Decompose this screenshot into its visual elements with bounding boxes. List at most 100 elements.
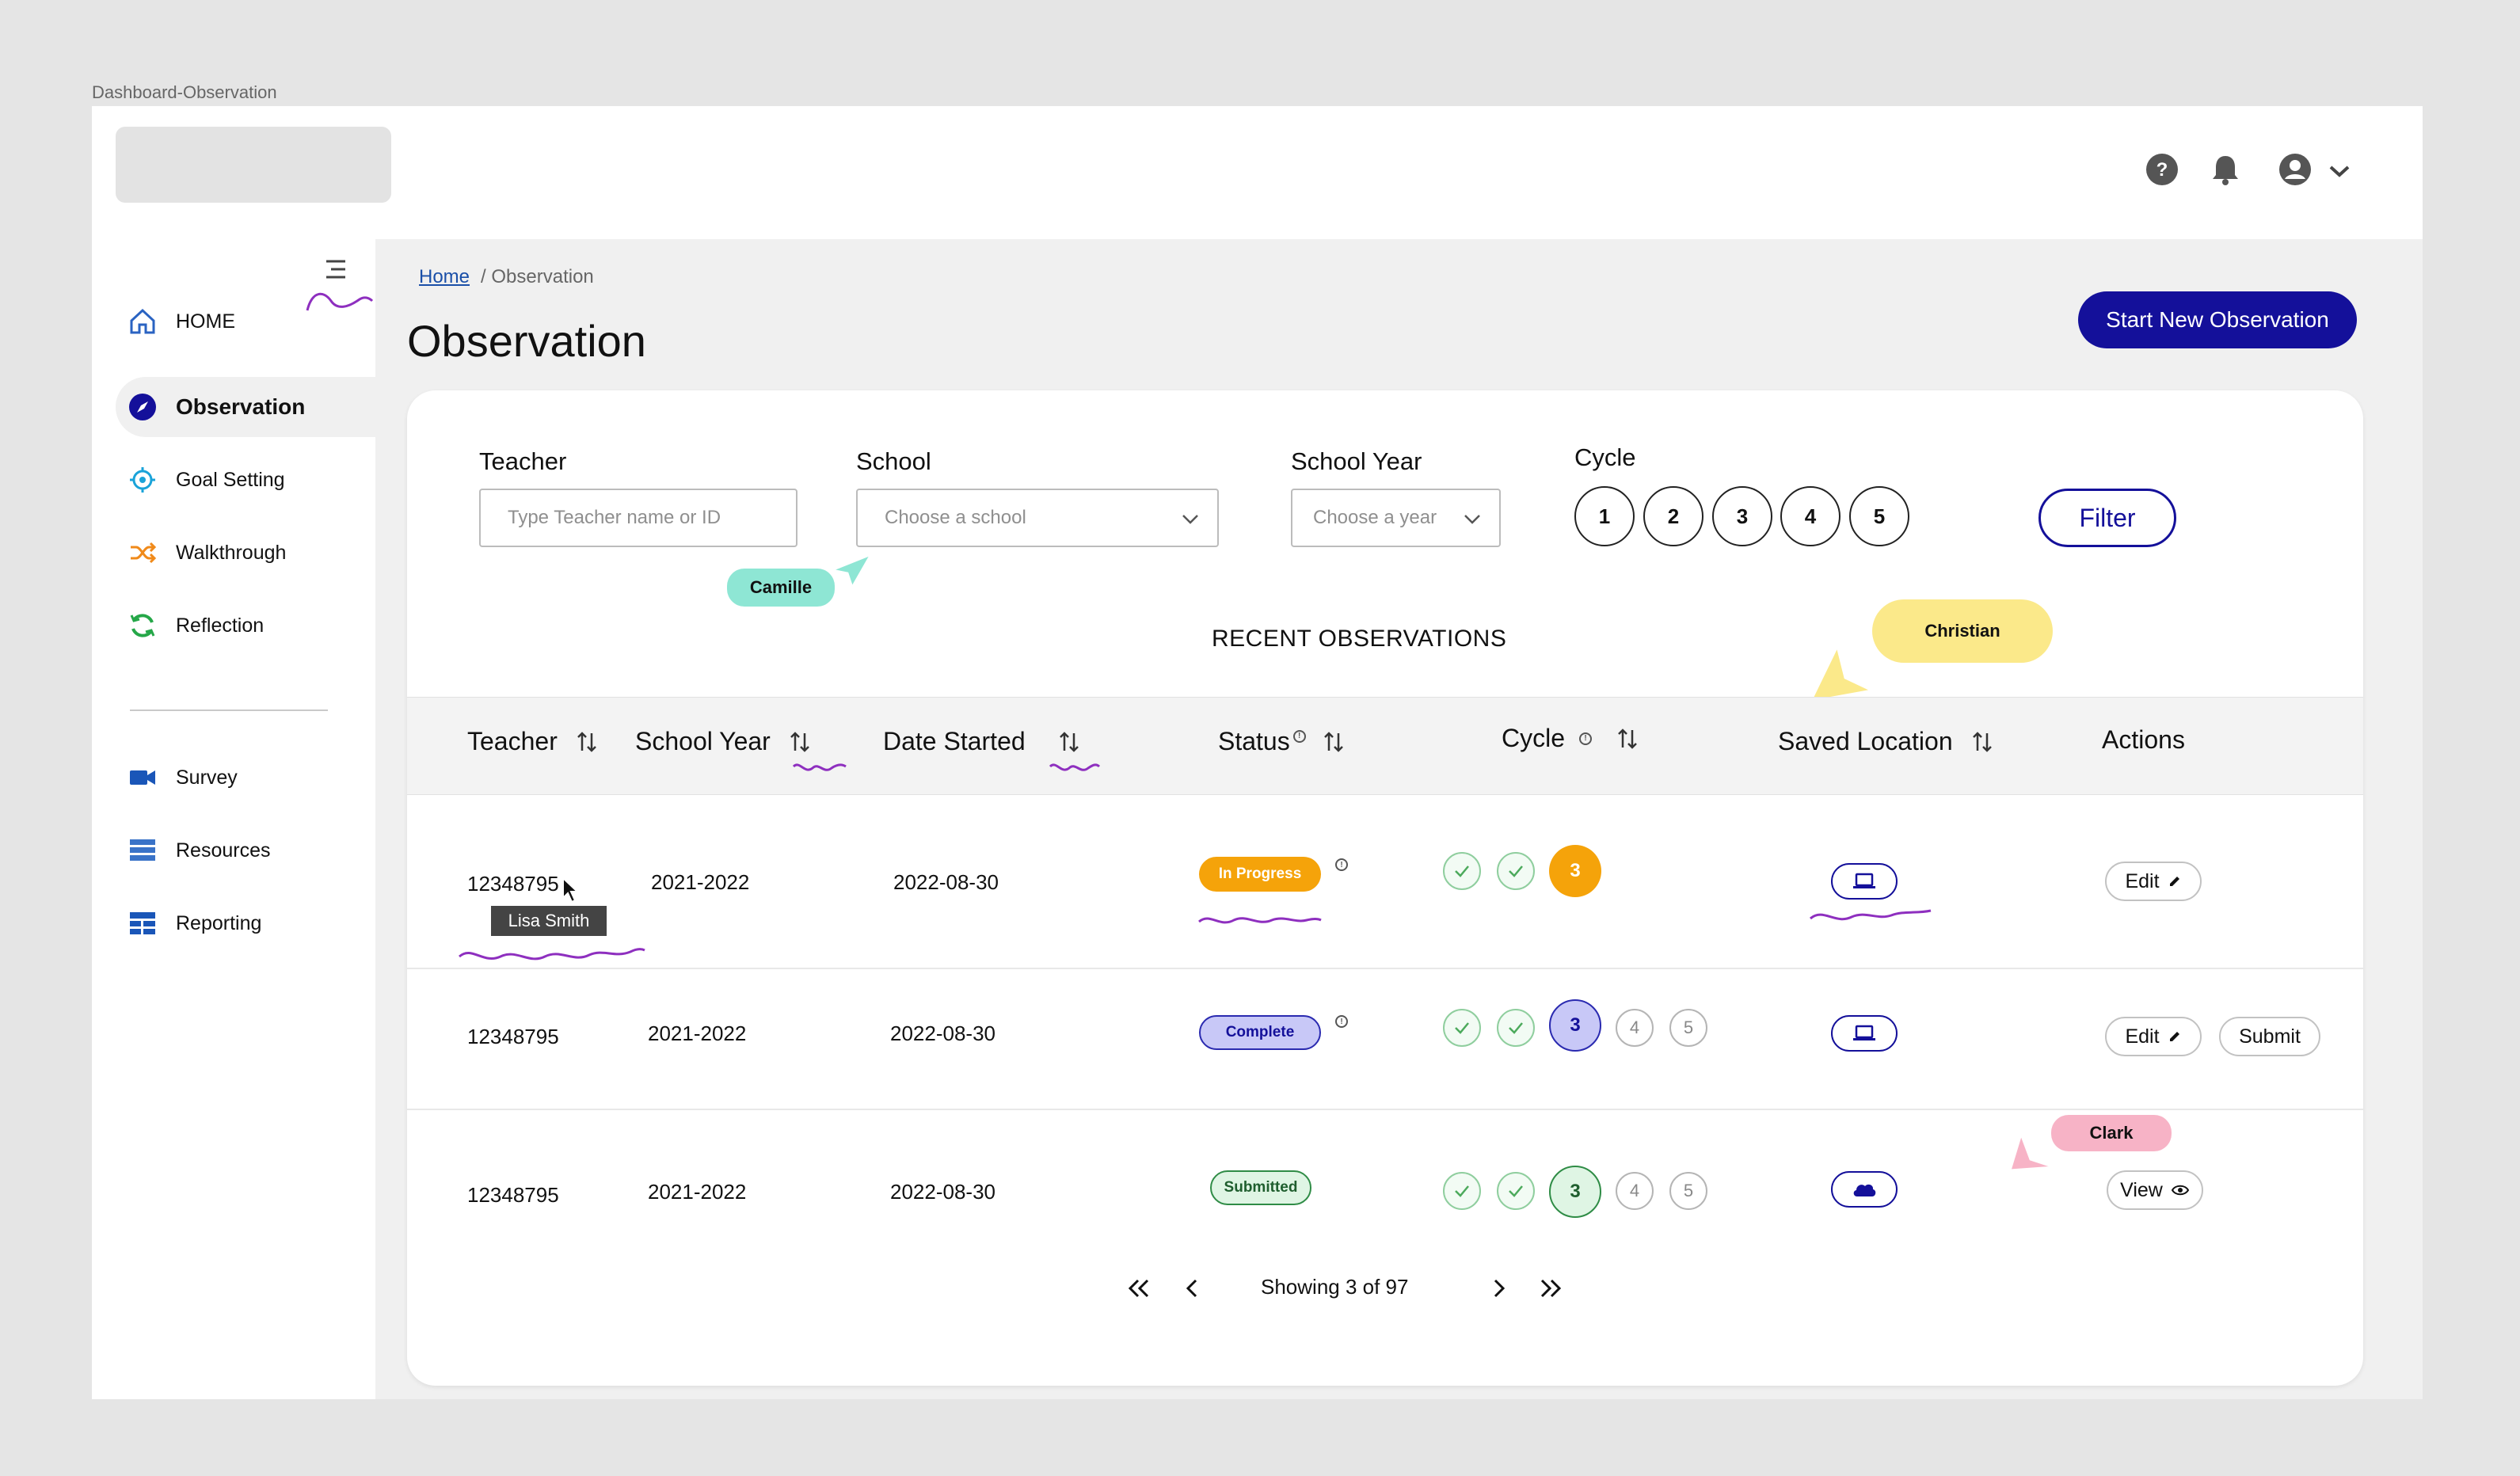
next-page-icon[interactable] [1489, 1276, 1508, 1304]
annotation-scribble [1198, 917, 1322, 924]
filter-button[interactable]: Filter [2038, 489, 2176, 547]
target-icon [127, 464, 158, 496]
edit-button[interactable]: Edit [2105, 1017, 2202, 1056]
status-badge-in-progress: In Progress [1199, 857, 1321, 892]
column-header-label: Actions [2102, 725, 2185, 754]
pencil-icon [2169, 1032, 2179, 1041]
collaborator-tag-christian: Christian [1872, 599, 2053, 663]
teacher-search-input[interactable]: Type Teacher name or ID [479, 489, 797, 547]
cycle-filter-5[interactable]: 5 [1849, 486, 1909, 546]
mouse-cursor-icon [562, 876, 580, 903]
cycle-pending: 4 [1616, 1009, 1654, 1047]
school-select[interactable]: Choose a school [856, 489, 1219, 547]
sidebar-toggle-icon[interactable] [320, 255, 352, 287]
cycle-current: 3 [1549, 1166, 1601, 1218]
sidebar-item-resources[interactable]: Resources [116, 820, 375, 881]
sidebar-item-walkthrough[interactable]: Walkthrough [116, 523, 375, 583]
cycle-complete-icon [1443, 852, 1481, 890]
prev-page-icon[interactable] [1183, 1276, 1202, 1304]
table-header [407, 697, 2363, 795]
sidebar-item-survey[interactable]: Survey [116, 748, 375, 808]
view-button-label: View [2120, 1178, 2163, 1201]
school-filter-label: School [856, 447, 931, 475]
cycle-pending: 5 [1669, 1172, 1707, 1210]
status-badge-submitted: Submitted [1210, 1170, 1311, 1205]
row1-teacher[interactable]: 12348795 [467, 872, 559, 896]
sort-icon [577, 731, 596, 752]
info-icon[interactable]: ! [1335, 858, 1348, 871]
first-page-icon[interactable] [1125, 1276, 1153, 1304]
annotation-scribble [459, 948, 645, 961]
column-header-actions: Actions [2102, 725, 2185, 755]
column-header-teacher[interactable]: Teacher [467, 727, 599, 756]
column-header-school-year[interactable]: School Year [635, 727, 812, 756]
cycle-filter-1[interactable]: 1 [1574, 486, 1635, 546]
annotation-scribble [306, 292, 374, 311]
cycle-filter-2[interactable]: 2 [1643, 486, 1703, 546]
column-header-cycle[interactable]: Cycle ! [1502, 724, 1639, 753]
row3-teacher[interactable]: 12348795 [467, 1183, 559, 1207]
row-divider [407, 1109, 2363, 1110]
info-icon[interactable]: ! [1335, 1015, 1348, 1028]
sidebar-item-reflection[interactable]: Reflection [116, 595, 375, 656]
saved-location-button[interactable] [1831, 863, 1898, 900]
column-header-label: Cycle [1502, 724, 1566, 752]
start-new-observation-button[interactable]: Start New Observation [2078, 291, 2357, 348]
user-avatar-icon[interactable] [2278, 152, 2313, 187]
row2-teacher[interactable]: 12348795 [467, 1025, 559, 1048]
saved-location-button[interactable] [1831, 1015, 1898, 1052]
info-icon[interactable]: ! [1579, 732, 1593, 745]
sidebar-item-goal-setting[interactable]: Goal Setting [116, 450, 375, 510]
sidebar-item-label: Reflection [176, 614, 265, 637]
column-header-saved-location[interactable]: Saved Location [1778, 727, 1994, 756]
observation-card [407, 390, 2363, 1386]
bell-icon[interactable] [2208, 152, 2243, 187]
last-page-icon[interactable] [1536, 1276, 1565, 1304]
cycle-complete-icon [1443, 1172, 1481, 1210]
breadcrumb-current: / Observation [481, 266, 594, 287]
column-header-date-started[interactable]: Date Started [883, 727, 1081, 756]
help-icon[interactable]: ? [2145, 152, 2179, 187]
compass-icon [127, 391, 158, 423]
pagination-status: Showing 3 of 97 [1261, 1275, 1409, 1299]
page-title: Observation [407, 316, 646, 366]
status-badge-complete: Complete [1199, 1015, 1321, 1050]
school-year-select[interactable]: Choose a year [1291, 489, 1501, 547]
row2-date-started: 2022-08-30 [890, 1021, 995, 1045]
annotation-scribble [1049, 763, 1101, 771]
sidebar-item-home[interactable]: HOME [116, 291, 375, 352]
sort-icon [790, 731, 809, 752]
sidebar-item-label: Survey [176, 766, 238, 789]
cursor-pointer-icon [828, 552, 874, 591]
breadcrumb-home-link[interactable]: Home [419, 266, 470, 287]
edit-button[interactable]: Edit [2105, 862, 2202, 901]
cycle-filter-4[interactable]: 4 [1780, 486, 1841, 546]
logo-placeholder[interactable] [116, 127, 391, 203]
saved-location-button[interactable] [1831, 1171, 1898, 1208]
cycle-filter-3[interactable]: 3 [1712, 486, 1772, 546]
teacher-filter-label: Teacher [479, 447, 567, 475]
chevron-down-icon[interactable] [2322, 154, 2357, 188]
column-header-label: Saved Location [1778, 727, 1953, 755]
eye-icon [2171, 1185, 2190, 1196]
laptop-icon [1853, 1025, 1875, 1040]
school-year-select-placeholder: Choose a year [1313, 507, 1437, 528]
annotation-scribble [792, 763, 847, 771]
column-header-status[interactable]: Status ! [1218, 727, 1346, 756]
column-header-label: Status [1218, 727, 1290, 755]
view-button[interactable]: View [2107, 1170, 2203, 1210]
row1-school-year: 2021-2022 [651, 870, 750, 894]
cycle-current: 3 [1549, 845, 1601, 897]
chevron-down-icon [1463, 509, 1482, 534]
info-icon[interactable]: ! [1292, 729, 1306, 743]
sidebar-item-label: Walkthrough [176, 541, 287, 564]
sidebar-item-reporting[interactable]: Reporting [116, 893, 375, 953]
shuffle-icon [127, 537, 158, 569]
submit-button[interactable]: Submit [2219, 1017, 2320, 1056]
breadcrumb: Home / Observation [419, 266, 594, 288]
list-icon [127, 835, 158, 866]
sidebar-item-observation[interactable]: Observation [116, 377, 375, 437]
collaborator-tag-clark: Clark [2051, 1115, 2172, 1151]
row1-date-started: 2022-08-30 [893, 870, 999, 894]
sidebar-item-label: Goal Setting [176, 468, 285, 491]
